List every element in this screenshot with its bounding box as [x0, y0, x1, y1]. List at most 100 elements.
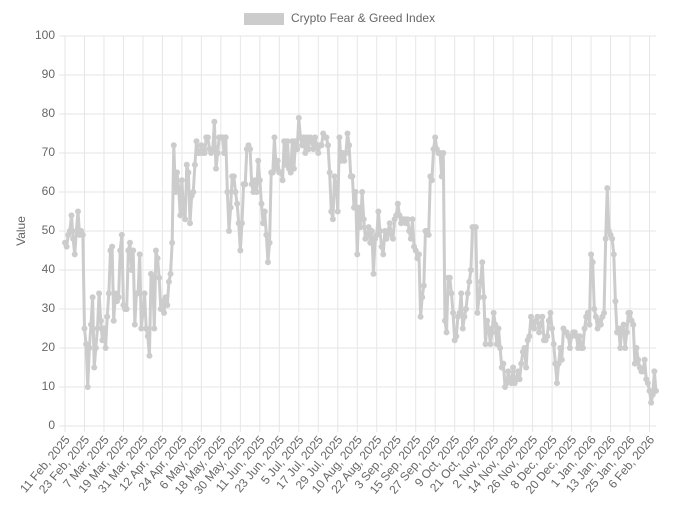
data-point — [363, 231, 370, 238]
data-point — [627, 309, 634, 316]
data-point — [225, 228, 232, 234]
data-point — [459, 325, 466, 332]
data-point — [604, 185, 611, 192]
data-point — [198, 142, 205, 149]
data-point — [178, 177, 185, 184]
data-point — [415, 251, 422, 258]
data-point — [237, 247, 244, 254]
data-point — [169, 239, 176, 246]
y-tick-label: 20 — [42, 340, 56, 354]
data-point — [247, 146, 254, 153]
data-point — [349, 173, 356, 180]
data-point — [84, 384, 91, 390]
data-point — [386, 220, 393, 227]
data-point — [527, 313, 534, 320]
data-point — [581, 325, 588, 332]
data-point — [505, 368, 512, 375]
data-point — [318, 142, 325, 149]
data-point — [630, 321, 637, 328]
data-point — [312, 134, 319, 141]
data-point — [591, 306, 598, 312]
y-tick-label: 10 — [42, 379, 56, 393]
data-point — [74, 208, 81, 215]
data-point — [263, 231, 270, 238]
data-point — [531, 325, 538, 332]
data-point — [221, 150, 228, 156]
data-point — [68, 212, 75, 219]
data-point — [86, 345, 93, 351]
data-point — [344, 130, 351, 137]
data-point — [130, 247, 137, 254]
data-point — [500, 360, 507, 367]
data-point — [94, 325, 101, 332]
data-point — [545, 317, 552, 324]
data-point — [461, 313, 468, 320]
data-point — [115, 294, 122, 301]
data-point — [139, 309, 146, 316]
data-point — [516, 376, 523, 383]
data-point — [623, 329, 630, 336]
data-point — [406, 228, 413, 234]
data-point — [175, 185, 182, 192]
data-point — [183, 161, 190, 168]
data-point — [87, 321, 94, 328]
data-point — [185, 169, 192, 176]
data-point — [383, 235, 390, 242]
data-point — [610, 251, 617, 258]
data-point — [164, 302, 171, 309]
data-point — [102, 345, 109, 351]
data-point — [128, 267, 135, 273]
data-point — [544, 333, 551, 340]
data-point — [620, 321, 627, 328]
data-point — [144, 333, 151, 340]
data-point — [537, 321, 544, 328]
data-point — [456, 309, 463, 316]
data-point — [579, 345, 586, 351]
data-point — [588, 251, 595, 258]
data-point — [378, 243, 385, 250]
data-point — [380, 251, 387, 258]
data-point — [487, 341, 494, 348]
data-point — [261, 208, 268, 215]
data-point — [489, 329, 496, 336]
data-point — [323, 134, 330, 141]
data-point — [258, 200, 265, 207]
data-point — [640, 368, 647, 375]
data-point — [609, 235, 616, 242]
legend-swatch — [244, 13, 284, 25]
data-point — [419, 294, 426, 301]
data-point — [458, 290, 465, 297]
data-point — [360, 216, 367, 223]
data-point — [136, 251, 143, 258]
data-point — [376, 228, 383, 234]
data-point — [495, 325, 502, 332]
y-tick-label: 40 — [42, 262, 56, 276]
data-point — [79, 231, 86, 238]
data-point — [351, 204, 358, 211]
data-point — [601, 309, 608, 316]
data-point — [602, 235, 609, 242]
data-point — [125, 247, 132, 254]
y-tick-label: 0 — [48, 418, 55, 432]
data-point — [341, 157, 348, 164]
data-point — [66, 228, 73, 234]
data-point — [354, 251, 361, 258]
data-point — [484, 317, 491, 324]
data-point — [274, 157, 281, 164]
legend-label: Crypto Fear & Greed Index — [291, 11, 435, 25]
data-point — [476, 294, 483, 301]
data-point — [336, 134, 343, 141]
data-point — [539, 313, 546, 320]
data-point — [477, 278, 484, 285]
data-point — [70, 235, 77, 242]
data-point — [420, 282, 427, 289]
data-point — [466, 278, 473, 285]
data-point — [441, 317, 448, 324]
data-point — [123, 306, 130, 312]
data-point — [653, 387, 659, 394]
data-point — [644, 380, 651, 387]
data-point — [180, 208, 187, 215]
data-point — [597, 321, 604, 328]
data-point — [253, 189, 260, 195]
